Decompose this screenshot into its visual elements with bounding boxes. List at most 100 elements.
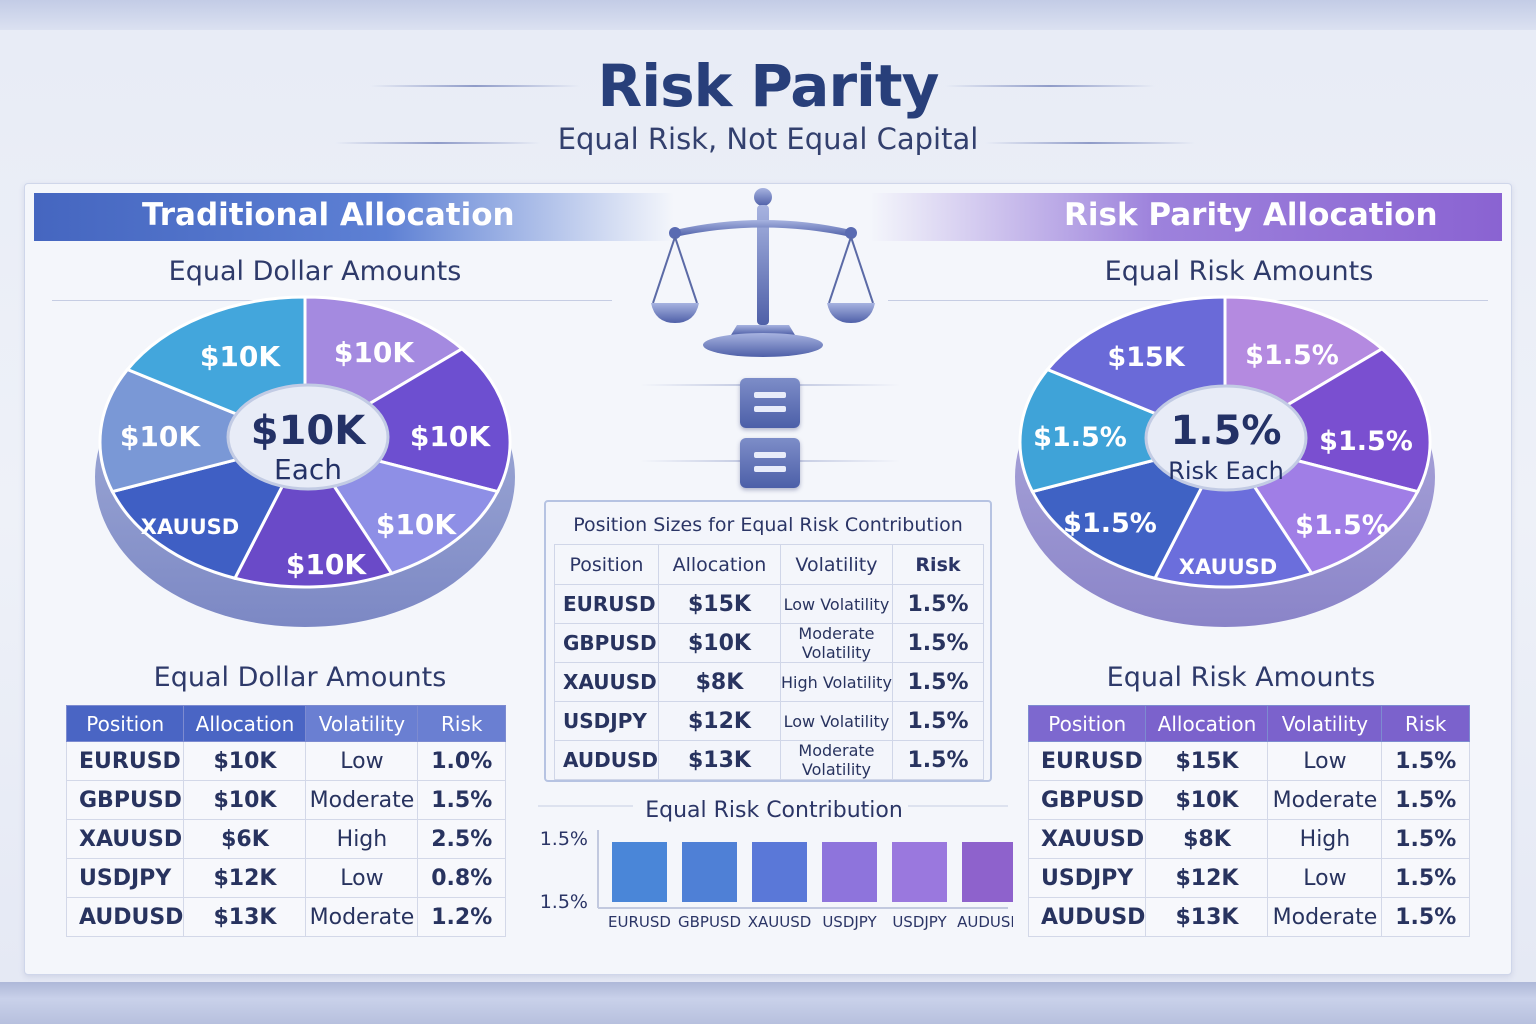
risk-parity-banner-label: Risk Parity Allocation — [1064, 197, 1438, 233]
col-risk: Risk — [1381, 705, 1470, 742]
pie-center-big: 1.5% — [1171, 408, 1282, 454]
cell-allocation: $13K — [183, 897, 307, 937]
chart-category-label: EURUSD — [608, 913, 671, 931]
pie-slice-label: $10K — [120, 420, 201, 453]
cell-position: USDJPY — [1027, 858, 1147, 898]
pie-center — [226, 383, 390, 491]
cell-risk: 2.5% — [417, 819, 506, 859]
chart-tick-label: 1.5% — [540, 828, 588, 850]
cell-allocation: $10K — [183, 741, 307, 781]
center-table: Position Allocation Volatility Risk EURU… — [554, 544, 985, 780]
cell-risk: 1.0% — [417, 741, 506, 781]
chart-category-label: USDJPY — [822, 913, 877, 931]
cell-allocation: $8K — [657, 662, 781, 702]
table-row: GBPUSD $10K Moderate 1.5% — [65, 780, 506, 820]
chart-category-label: USDJPY — [892, 913, 947, 931]
chart-bar — [822, 842, 877, 902]
pie-slice-label: $10K — [200, 340, 281, 373]
cell-allocation: $8K — [1145, 819, 1269, 859]
risk-parity-table: Position Allocation Volatility Risk EURU… — [1027, 705, 1470, 937]
cell-risk: 1.5% — [891, 740, 985, 780]
cell-risk: 1.2% — [417, 897, 506, 937]
cell-position: XAUUSD — [65, 819, 185, 859]
cell-position: GBPUSD — [1027, 780, 1147, 820]
table-row: USDJPY $12K Low 1.5% — [1027, 858, 1470, 898]
chart-category-label: XAUUSD — [748, 913, 812, 931]
cell-volatility: Low Volatility — [779, 701, 893, 741]
cell-position: USDJPY — [554, 701, 659, 741]
top-frame — [0, 0, 1536, 30]
cell-risk: 1.5% — [891, 662, 985, 702]
cell-position: EURUSD — [1027, 741, 1147, 781]
table-row: AUDUSD $13K Moderate Volatility 1.5% — [554, 740, 985, 780]
equals-icon — [740, 378, 800, 428]
traditional-banner — [34, 193, 674, 241]
cell-risk: 1.5% — [891, 584, 985, 624]
cell-volatility: Moderate Volatility — [779, 623, 893, 663]
cell-volatility: Moderate — [305, 780, 419, 820]
cell-risk: 1.5% — [1381, 897, 1470, 937]
col-volatility: Volatility — [1267, 705, 1383, 742]
subtitle-line-left — [335, 142, 540, 144]
table-row: EURUSD $15K Low 1.5% — [1027, 741, 1470, 781]
cell-volatility: Moderate Volatility — [779, 740, 893, 780]
col-allocation: Allocation — [657, 544, 781, 585]
cell-allocation: $10K — [1145, 780, 1269, 820]
pie-slice — [232, 439, 394, 589]
cell-position: GBPUSD — [554, 623, 659, 663]
cell-position: XAUUSD — [554, 662, 659, 702]
cell-risk: 1.5% — [891, 623, 985, 663]
table-row: EURUSD $15K Low Volatility 1.5% — [554, 584, 985, 624]
equal-risk-chart: Equal Risk Contribution 1.5% 1.5% EURUSD G… — [538, 798, 1013, 931]
pie-slice-label: $10K — [410, 420, 491, 453]
chart-category-label: GBPUSD — [678, 913, 741, 931]
col-risk: Risk — [417, 705, 506, 742]
cell-risk: 1.5% — [1381, 819, 1470, 859]
pie-slice-label: XAUUSD — [141, 515, 239, 539]
cell-allocation: $12K — [183, 858, 307, 898]
table-row: GBPUSD $10K Moderate Volatility 1.5% — [554, 623, 985, 663]
col-allocation: Allocation — [1145, 705, 1269, 742]
cell-position: EURUSD — [65, 741, 185, 781]
pie-slice — [301, 346, 512, 494]
cell-volatility: Low — [305, 858, 419, 898]
cell-volatility: Moderate — [1267, 897, 1383, 937]
right-subtitle-top: Equal Risk Amounts — [1104, 256, 1374, 287]
equals-icon — [740, 438, 800, 488]
pie-slice-label: XAUUSD — [1179, 555, 1277, 579]
cell-allocation: $15K — [657, 584, 781, 624]
cell-allocation: $10K — [183, 780, 307, 820]
col-risk: Risk — [891, 544, 985, 585]
pie-slice-label: $10K — [334, 336, 415, 369]
equal-risk-position-box: Position Sizes for Equal Risk Contributi… — [544, 500, 992, 782]
cell-volatility: Low — [1267, 858, 1383, 898]
col-volatility: Volatility — [305, 705, 419, 742]
cell-position: USDJPY — [65, 858, 185, 898]
cell-volatility: Moderate — [1267, 780, 1383, 820]
cell-risk: 1.5% — [1381, 780, 1470, 820]
cell-allocation: $15K — [1145, 741, 1269, 781]
chart-tick-label: 1.5% — [540, 891, 588, 913]
chart-bar — [962, 842, 1013, 902]
chart-bar — [752, 842, 807, 902]
subtitle-line-right — [985, 142, 1195, 144]
pie-center-small: Risk Each — [1168, 457, 1284, 485]
bottom-frame — [0, 982, 1536, 1024]
traditional-table: Position Allocation Volatility Risk EURU… — [65, 705, 506, 937]
cell-position: AUDUSD — [1027, 897, 1147, 937]
cell-allocation: $12K — [657, 701, 781, 741]
pie-slice-label: $10K — [376, 508, 457, 541]
col-allocation: Allocation — [183, 705, 307, 742]
cell-volatility: Low — [1267, 741, 1383, 781]
right-subtitle-bottom: Equal Risk Amounts — [1106, 662, 1376, 693]
left-subtitle-top: Equal Dollar Amounts — [168, 256, 462, 287]
cell-position: XAUUSD — [1027, 819, 1147, 859]
title-line-left — [370, 85, 580, 87]
pie-slice-label: $1.5% — [1295, 510, 1389, 541]
cell-allocation: $13K — [657, 740, 781, 780]
chart-bar — [682, 842, 737, 902]
cell-risk: 1.5% — [417, 780, 506, 820]
table-row: AUDUSD $13K Moderate 1.5% — [1027, 897, 1470, 937]
col-position: Position — [65, 705, 185, 742]
pie-slice — [98, 367, 310, 494]
